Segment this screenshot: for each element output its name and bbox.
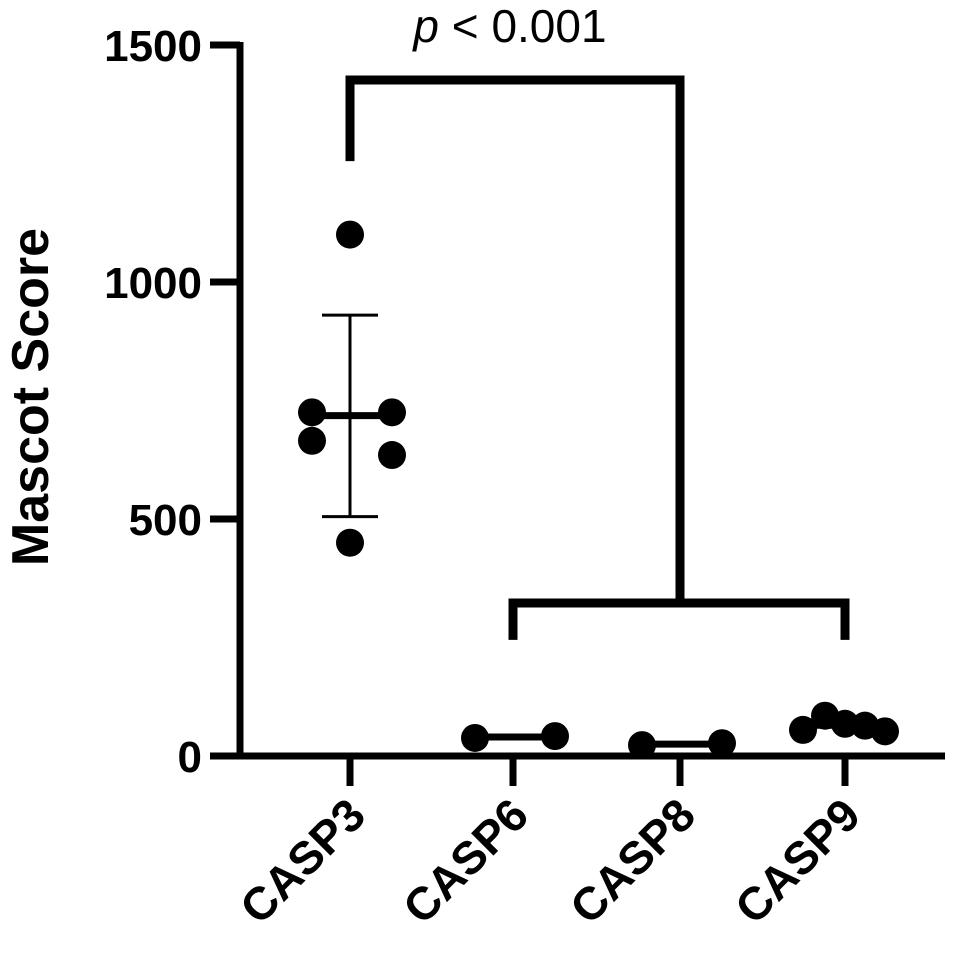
significance-bracket: [345, 75, 850, 640]
x-tick-label-casp8: CASP8: [560, 788, 705, 933]
data-point: [336, 220, 364, 249]
x-tick-label-casp9: CASP9: [725, 788, 870, 933]
series-casp6: [461, 722, 569, 752]
bracket-lower: [508, 598, 850, 640]
y-tick-label: 1000: [104, 259, 202, 308]
significance-p: p: [411, 0, 439, 52]
data-point: [708, 729, 736, 758]
y-axis-title: Mascot Score: [2, 228, 60, 566]
data-point: [298, 426, 326, 455]
y-tick-label: 0: [178, 733, 202, 782]
y-tick-label: 500: [129, 496, 202, 545]
significance-label: p < 0.001: [411, 0, 606, 52]
y-tick-label: 1500: [104, 22, 202, 71]
bracket-upper: [345, 75, 685, 603]
data-marks: [298, 220, 899, 760]
data-point: [378, 441, 406, 470]
data-point: [336, 528, 364, 557]
axes: 0 500 1000 1500 CASP3 CASP6 CASP8 CASP9: [104, 22, 945, 934]
series-casp3: [298, 220, 406, 557]
data-point: [871, 717, 899, 746]
significance-value: < 0.001: [439, 0, 607, 52]
x-tick-label-casp3: CASP3: [230, 788, 375, 933]
series-casp9: [789, 701, 899, 746]
data-point: [541, 722, 569, 751]
series-casp8: [628, 729, 736, 760]
x-tick-label-casp6: CASP6: [393, 788, 538, 933]
